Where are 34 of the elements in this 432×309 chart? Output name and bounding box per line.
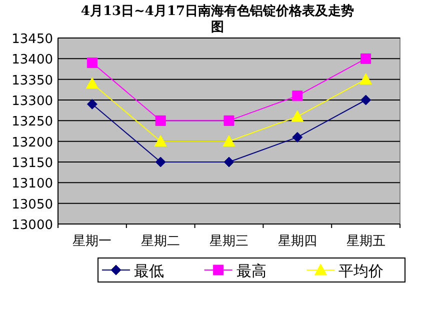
point [292,132,303,142]
point [291,110,304,122]
y-tick-label: 13400 [12,52,53,68]
point [360,94,372,106]
y-tick-label: 13250 [12,114,53,130]
x-tick-label: 星期二 [141,234,180,249]
y-tick-label: 13200 [12,135,53,150]
point [224,156,234,168]
point [86,77,98,89]
y-tick-label: 13050 [12,197,53,212]
y-tick-label: 13350 [12,73,53,88]
chart-title: 4月13日~4月17日南海有色铝锭价格表及走势图 [80,4,356,36]
y-tick-label: 13150 [12,156,53,171]
legend-label: 平均价 [338,262,384,280]
point [360,73,372,85]
point [86,98,98,110]
y-tick-label: 13450 [12,32,53,47]
y-tick-label: 13000 [12,218,53,233]
legend-label: 最低 [134,262,164,280]
point [360,53,372,64]
legend-label: 最高 [236,262,266,280]
y-tick-label: 13100 [12,176,53,192]
x-tick-label: 星期五 [346,234,386,249]
x-tick-label: 星期一 [72,234,112,249]
point [154,135,167,147]
y-tick-label: 13300 [12,94,53,109]
x-tick-label: 星期四 [278,234,317,249]
point [222,135,236,147]
point [155,156,166,168]
x-tick-label: 星期三 [210,234,248,249]
point [224,115,234,126]
point [292,90,303,102]
point [86,58,98,68]
point [155,115,166,126]
